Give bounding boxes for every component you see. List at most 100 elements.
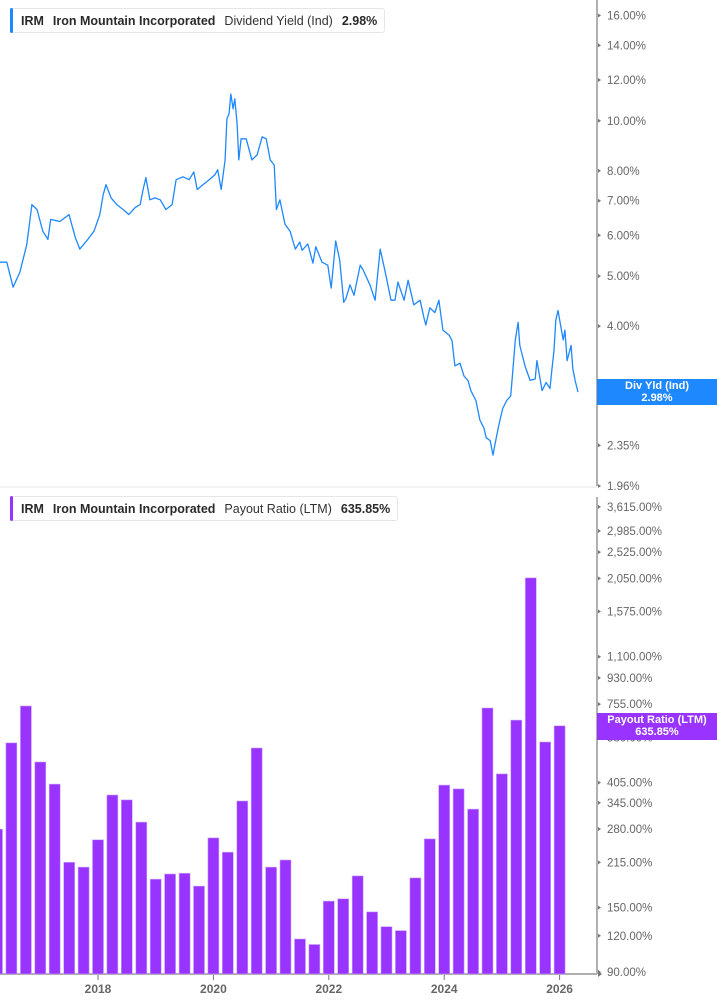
payout-bar <box>467 808 479 975</box>
y-tick-label: 150.00% <box>607 903 652 915</box>
y-tick <box>598 43 601 48</box>
payout-bar <box>351 875 364 975</box>
payout-bar <box>452 788 465 975</box>
payout-bar <box>409 877 422 975</box>
y-tick-label: 755.00% <box>607 699 652 711</box>
y-tick-label: 405.00% <box>607 778 652 790</box>
legend-ticker: IRM <box>21 13 44 28</box>
y-tick-label: 5.00% <box>607 271 640 283</box>
payout-bar <box>395 930 407 975</box>
y-tick <box>598 654 601 659</box>
payout-bar <box>207 837 220 975</box>
payout-bar <box>524 577 537 975</box>
payout-bar <box>20 705 32 975</box>
legend-metric: Dividend Yield (Ind) <box>224 13 333 28</box>
y-tick-label: 215.00% <box>607 857 652 869</box>
y-tick <box>598 13 601 18</box>
y-tick-label: 930.00% <box>607 673 652 685</box>
y-tick-label: 14.00% <box>607 40 646 52</box>
legend-company: Iron Mountain Incorporated <box>52 501 216 516</box>
y-tick <box>598 970 601 974</box>
y-tick-label: 12.00% <box>607 75 646 87</box>
payout-bar <box>279 859 292 975</box>
y-tick <box>598 550 601 555</box>
y-tick-label: 1.96% <box>607 481 640 493</box>
payout-bar <box>265 866 277 975</box>
payout-bar <box>193 885 205 975</box>
badge-value: 2.98% <box>641 392 673 404</box>
badge-label: Div Yld (Ind) <box>625 380 689 392</box>
payout-value-badge: Payout Ratio (LTM) 635.85% <box>597 713 717 740</box>
legend-color-swatch <box>10 8 13 33</box>
y-tick-label: 16.00% <box>607 10 646 22</box>
top-legend: IRM Iron Mountain Incorporated Dividend … <box>10 8 386 33</box>
bottom-legend: IRM Iron Mountain Incorporated Payout Ra… <box>10 496 399 521</box>
y-tick-label: 120.00% <box>607 931 652 943</box>
y-tick <box>598 702 601 707</box>
y-tick <box>598 905 601 910</box>
payout-bar <box>294 938 306 975</box>
y-tick <box>598 118 601 123</box>
y-tick <box>598 198 601 203</box>
payout-bar <box>366 911 378 975</box>
y-tick-label: 6.00% <box>607 230 640 242</box>
y-tick <box>598 609 601 614</box>
badge-value: 635.85% <box>635 726 679 738</box>
payout-bar <box>106 794 119 975</box>
y-tick-label: 3,615.00% <box>607 502 662 514</box>
payout-bar <box>510 719 523 975</box>
x-tick-label: 2020 <box>200 982 227 996</box>
payout-bar <box>481 707 494 975</box>
y-tick-label: 2,985.00% <box>607 526 662 538</box>
payout-bar <box>250 747 263 975</box>
legend-value: 2.98% <box>341 13 378 28</box>
y-tick <box>598 324 601 329</box>
payout-bar <box>164 873 176 975</box>
y-tick-label: 345.00% <box>607 798 652 810</box>
legend-metric: Payout Ratio (LTM) <box>224 501 332 516</box>
y-tick-label: 2,525.00% <box>607 547 662 559</box>
y-tick-label: 7.00% <box>607 196 640 208</box>
payout-bar <box>322 900 335 975</box>
x-tick-label: 2026 <box>546 982 573 996</box>
payout-bar <box>149 878 162 975</box>
y-tick-label: 8.00% <box>607 166 640 178</box>
legend-ticker: IRM <box>21 501 44 516</box>
payout-bar <box>48 783 61 975</box>
y-tick-label: 2.35% <box>607 440 640 452</box>
y-tick-label: 1,575.00% <box>607 607 662 619</box>
payout-bar <box>423 838 436 975</box>
y-tick <box>598 77 601 82</box>
payout-bar <box>135 821 148 975</box>
payout-bar <box>438 784 451 975</box>
payout-bar <box>0 828 3 975</box>
x-tick-label: 2022 <box>315 982 342 996</box>
y-tick <box>598 528 601 533</box>
y-tick-label: 90.00% <box>607 967 646 979</box>
yield-value-badge: Div Yld (Ind) 2.98% <box>597 379 717 405</box>
y-tick-label: 280.00% <box>607 824 652 836</box>
y-tick-label: 1,100.00% <box>607 652 662 664</box>
y-tick-label: 4.00% <box>607 321 640 333</box>
x-tick-label: 2024 <box>431 982 458 996</box>
y-tick-label: 2,050.00% <box>607 573 662 585</box>
y-tick <box>598 576 601 581</box>
y-tick <box>598 233 601 238</box>
y-tick <box>598 933 601 938</box>
y-tick <box>598 827 601 832</box>
payout-bar <box>34 761 47 975</box>
y-tick <box>598 274 601 279</box>
y-tick <box>598 484 601 488</box>
dividend-yield-line <box>0 93 579 456</box>
payout-bar <box>337 898 350 975</box>
y-tick <box>598 168 601 173</box>
payout-bar <box>77 866 90 975</box>
payout-bar <box>222 851 234 975</box>
y-tick <box>598 675 601 680</box>
payout-bar <box>63 861 76 975</box>
payout-bar <box>553 725 566 975</box>
payout-bar <box>121 799 133 975</box>
payout-bar <box>178 872 191 975</box>
badge-label: Payout Ratio (LTM) <box>607 714 707 726</box>
y-tick <box>598 504 601 509</box>
